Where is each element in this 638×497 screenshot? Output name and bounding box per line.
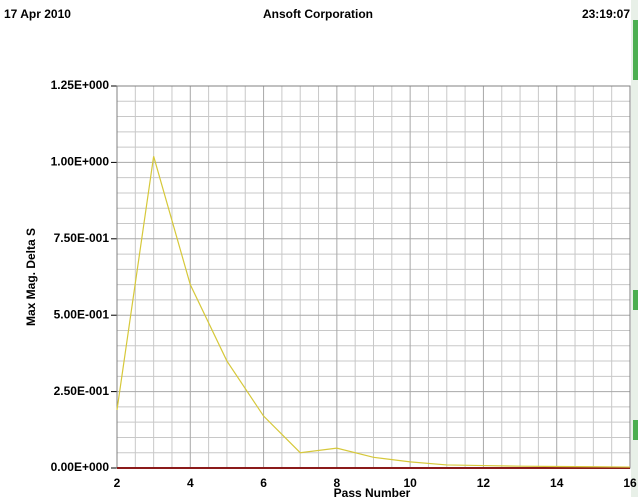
y-tick-label: 1.25E+000: [51, 78, 110, 92]
x-tick-label: 16: [623, 476, 637, 490]
y-tick-label: 2.50E-001: [54, 384, 110, 398]
y-tick-label: 0.00E+000: [51, 460, 110, 474]
data-line: [116, 156, 631, 468]
side-bar: [633, 420, 638, 440]
x-tick-label: 14: [550, 476, 564, 490]
y-tick-label: 1.00E+000: [51, 155, 110, 169]
header-time: 23:19:07: [582, 7, 630, 21]
y-tick-label: 7.50E-001: [54, 231, 110, 245]
x-tick-label: 12: [477, 476, 491, 490]
x-tick-label: 6: [260, 476, 267, 490]
y-tick-label: 5.00E-001: [54, 307, 110, 321]
header-company: Ansoft Corporation: [263, 7, 373, 21]
y-axis-label: Max Mag. Delta S: [24, 228, 38, 326]
side-panel: [631, 0, 638, 497]
header-date: 17 Apr 2010: [4, 7, 71, 21]
side-bar: [633, 20, 638, 80]
x-tick-label: 2: [114, 476, 121, 490]
x-axis-label: Pass Number: [334, 486, 411, 497]
x-tick-label: 10: [403, 476, 417, 490]
x-tick-label: 8: [334, 476, 341, 490]
x-tick-label: 4: [187, 476, 194, 490]
side-bar: [633, 290, 638, 310]
